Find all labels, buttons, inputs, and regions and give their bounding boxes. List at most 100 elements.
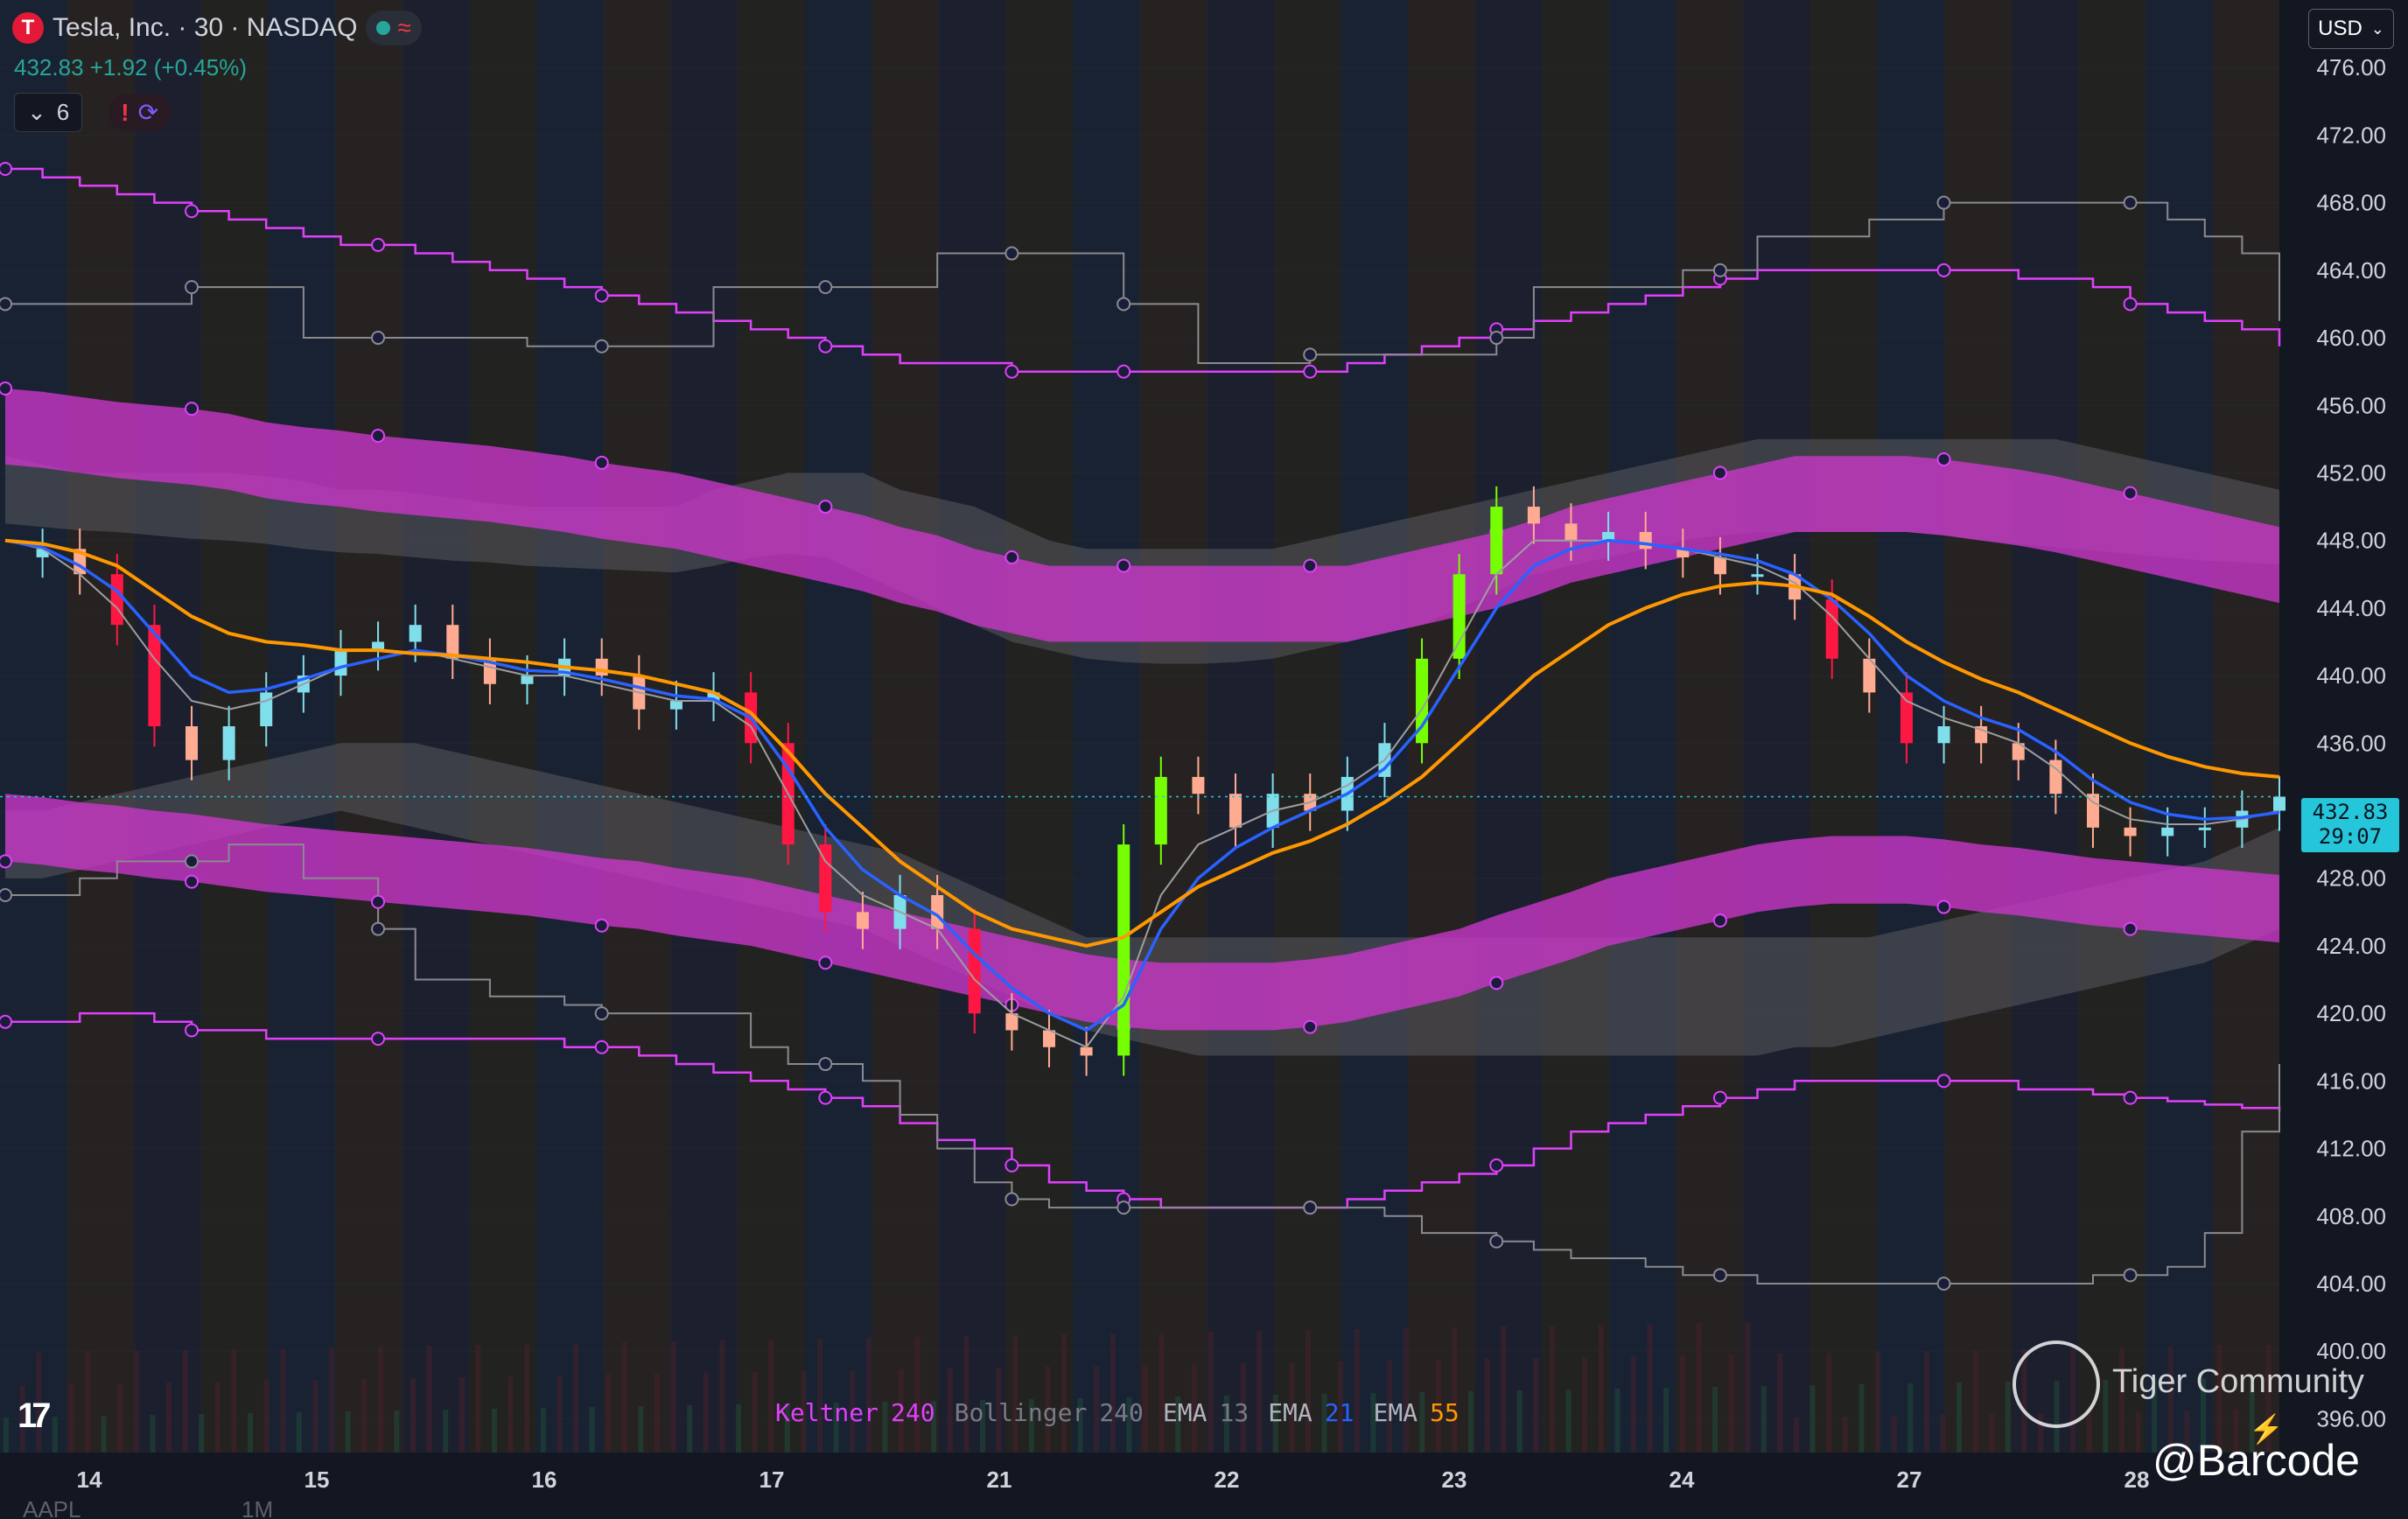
bottom-tab[interactable]: AAPL	[23, 1496, 81, 1519]
x-tick-label: 27	[1897, 1466, 1922, 1493]
volume-bar	[1940, 1415, 1946, 1452]
bottom-tab[interactable]: 1M	[242, 1496, 274, 1519]
channel-marker	[185, 402, 200, 416]
volume-bar	[524, 1344, 530, 1452]
volume-bar	[1501, 1326, 1507, 1452]
channel-marker	[371, 921, 386, 936]
channel-marker	[0, 854, 12, 869]
candle-body	[1229, 794, 1242, 828]
indicators-toggle-button[interactable]: ⌄ 6	[14, 93, 83, 132]
channel-marker	[1004, 364, 1019, 379]
volume-bar	[1728, 1354, 1734, 1452]
volume-bar	[475, 1345, 481, 1452]
y-tick-label: 396.00	[2316, 1405, 2386, 1432]
channel-marker	[594, 339, 609, 354]
bottom-tabs: AAPL 1M	[0, 1496, 2408, 1519]
currency-selector[interactable]: USD ⌄	[2308, 9, 2394, 49]
volume-bar	[1403, 1328, 1409, 1452]
candle-body	[1825, 599, 1838, 659]
channel-marker	[1489, 331, 1504, 346]
volume-bar	[1614, 1389, 1620, 1452]
candle-body	[1452, 574, 1466, 659]
volume-bar	[1696, 1323, 1702, 1452]
channel-marker	[1303, 347, 1318, 362]
volume-bar	[1760, 1386, 1767, 1452]
symbol-title[interactable]: Tesla, Inc. · 30 · NASDAQ	[52, 13, 358, 42]
volume-bar	[345, 1411, 351, 1452]
volume-bar	[1777, 1354, 1783, 1452]
market-status-badge[interactable]: ≈	[366, 10, 422, 46]
candle-body	[1005, 1013, 1018, 1031]
channel-marker	[1712, 913, 1727, 928]
last-price-value: 432.83	[2312, 800, 2389, 824]
tradingview-logo-icon[interactable]: 17	[18, 1396, 51, 1435]
channel-marker	[371, 331, 386, 346]
candle-body	[1751, 574, 1764, 578]
volume-bar	[1810, 1385, 1816, 1452]
y-tick-label: 448.00	[2316, 528, 2386, 554]
channel-marker	[185, 874, 200, 889]
legend-item[interactable]: Bollinger	[954, 1398, 1088, 1427]
session-stripe	[1207, 0, 1275, 1452]
legend-item: 240	[1099, 1398, 1144, 1427]
volume-bar	[963, 1336, 970, 1452]
symbol-header[interactable]: T Tesla, Inc. · 30 · NASDAQ ≈	[12, 10, 422, 46]
channel-marker	[594, 455, 609, 470]
candle-body	[1080, 1046, 1093, 1056]
session-stripe	[1273, 0, 1342, 1452]
volume-bar	[752, 1372, 758, 1452]
legend-item[interactable]: EMA	[1268, 1398, 1312, 1427]
session-stripe	[200, 0, 270, 1452]
volume-bar	[231, 1349, 237, 1452]
candle-body	[2012, 743, 2025, 760]
session-stripe	[2078, 0, 2146, 1452]
volume-bar	[2233, 1410, 2239, 1452]
volume-bar	[1338, 1362, 1344, 1452]
spark-icon[interactable]: ⚡	[2249, 1413, 2284, 1445]
session-stripe	[0, 0, 68, 1452]
volume-bar	[1061, 1334, 1067, 1452]
channel-marker	[185, 204, 200, 219]
volume-bar	[833, 1403, 839, 1452]
session-stripe	[938, 0, 1007, 1452]
session-stripe	[1608, 0, 1677, 1452]
volume-bar	[4, 1418, 9, 1452]
candle-body	[2124, 827, 2137, 836]
volume-bar	[443, 1410, 449, 1452]
author-handle: @Barcode	[2152, 1436, 2360, 1485]
channel-marker	[1712, 262, 1727, 277]
indicator-count: 6	[56, 99, 70, 125]
volume-bar	[1745, 1322, 1751, 1452]
candle-body	[707, 692, 720, 702]
volume-bar	[312, 1380, 318, 1452]
session-stripe	[1340, 0, 1409, 1452]
legend-item[interactable]: Keltner	[775, 1398, 879, 1427]
channel-marker	[1116, 364, 1131, 379]
alerts-badge[interactable]: ! ⟳	[108, 94, 172, 130]
volume-bar	[1516, 1390, 1522, 1452]
y-tick-label: 456.00	[2316, 392, 2386, 418]
indicator-legend: Keltner 240 Bollinger 240 EMA 13 EMA 21 …	[775, 1398, 1460, 1427]
legend-item[interactable]: EMA	[1373, 1398, 1418, 1427]
candle-body	[1490, 507, 1503, 575]
legend-item[interactable]: EMA	[1162, 1398, 1208, 1427]
session-stripe	[66, 0, 136, 1452]
channel-marker	[185, 280, 200, 295]
volume-bar	[2119, 1348, 2124, 1452]
candle-body	[1900, 692, 1913, 744]
keltner-upper-band	[5, 388, 2279, 642]
volume-bar	[296, 1412, 302, 1452]
volume-bar	[540, 1408, 546, 1452]
y-tick-label: 404.00	[2316, 1270, 2386, 1297]
candle-body	[483, 658, 496, 684]
volume-bar	[1370, 1393, 1376, 1452]
volume-bar	[2086, 1412, 2092, 1452]
candle-body	[446, 625, 459, 659]
candle-body	[36, 549, 49, 557]
volume-bar	[394, 1410, 400, 1452]
y-tick-label: 440.00	[2316, 662, 2386, 689]
channel-marker	[818, 280, 833, 295]
y-tick-label: 476.00	[2316, 54, 2386, 80]
